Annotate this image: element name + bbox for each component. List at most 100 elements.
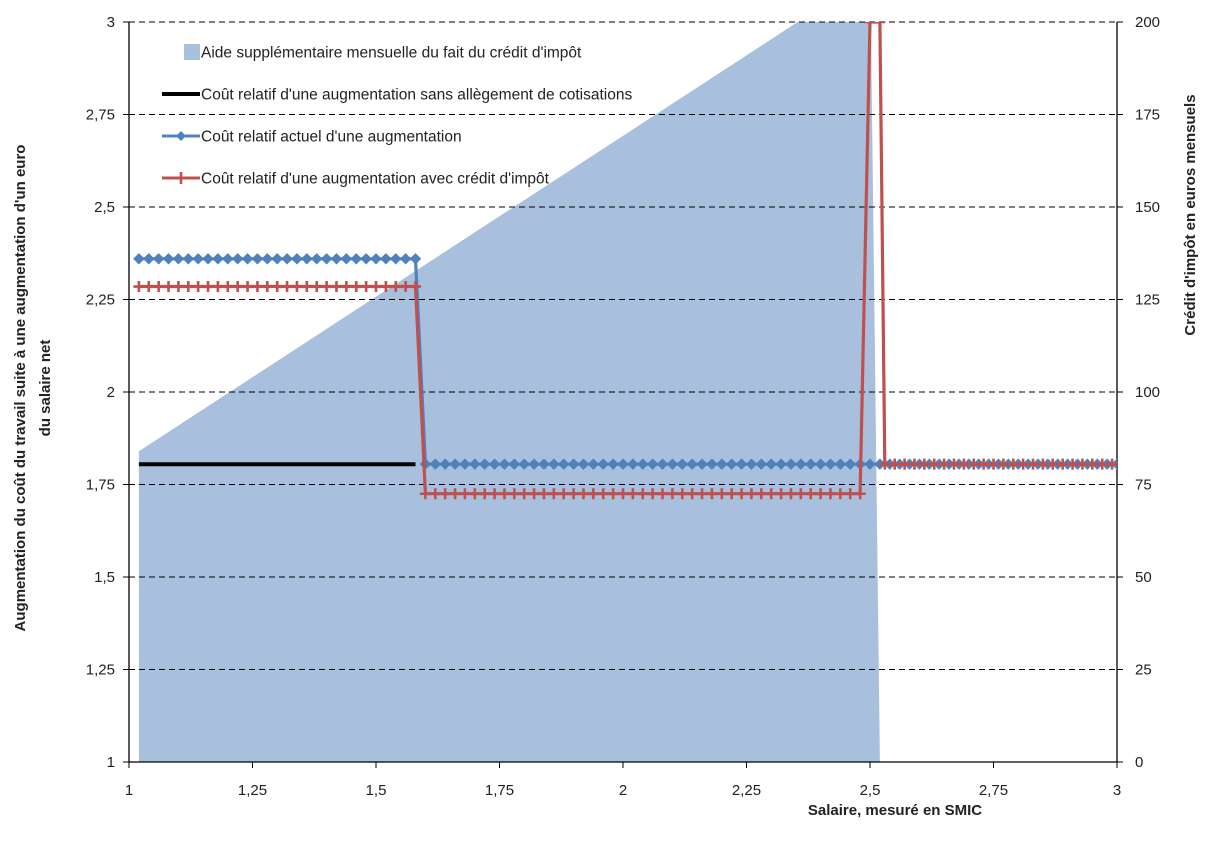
blue-point — [459, 458, 471, 470]
blue-point — [498, 458, 511, 470]
legend: Aide supplémentaire mensuelle du fait du… — [162, 44, 632, 188]
y-left-tick-label: 2 — [107, 384, 115, 401]
blue-point — [824, 458, 837, 470]
red-point — [163, 281, 175, 293]
red-point — [182, 281, 194, 293]
y-left-tick-label: 1,5 — [94, 569, 115, 586]
blue-point — [350, 253, 362, 265]
red-point — [854, 488, 866, 500]
blue-point — [646, 458, 659, 470]
line-series — [133, 22, 1117, 500]
blue-point — [765, 458, 777, 470]
blue-point — [449, 458, 461, 470]
red-point — [908, 458, 920, 470]
blue-point — [656, 458, 669, 470]
blue-point — [133, 253, 145, 265]
y-left-tick-label: 1 — [107, 754, 115, 771]
red-point — [617, 488, 629, 500]
blue-point — [637, 458, 649, 470]
red-point — [938, 458, 950, 470]
blue-point — [538, 458, 550, 470]
red-point — [153, 281, 165, 293]
blue-point — [222, 253, 234, 265]
blue-point — [706, 458, 718, 470]
blue-point — [577, 458, 590, 470]
blue-point — [785, 458, 797, 470]
blue-point — [301, 253, 313, 265]
red-point — [222, 281, 234, 293]
red-point — [864, 22, 876, 28]
red-point — [558, 488, 570, 500]
legend-item-red-line: Coût relatif d'une augmentation avec cré… — [162, 171, 550, 188]
red-point — [429, 488, 441, 500]
red-point — [657, 488, 669, 500]
red-point — [1017, 458, 1029, 470]
blue-point — [488, 458, 501, 470]
red-point — [706, 488, 718, 500]
red-point — [370, 281, 382, 293]
red-point — [918, 458, 930, 470]
y-left-tick-label: 3 — [107, 14, 115, 31]
y-left-tick-label: 2,25 — [86, 292, 115, 309]
y-right-axis-title: Crédit d'impôt en euros mensuels — [1182, 94, 1199, 335]
blue-point — [775, 458, 787, 470]
red-point — [627, 488, 639, 500]
red-point — [666, 488, 678, 500]
red-point — [172, 281, 184, 293]
red-point — [815, 488, 827, 500]
y-right-tick-label: 150 — [1135, 199, 1160, 216]
red-point — [997, 458, 1009, 470]
legend-item-area: Aide supplémentaire mensuelle du fait du… — [184, 44, 582, 62]
red-point — [192, 281, 204, 293]
red-point — [824, 488, 836, 500]
blue-point — [231, 253, 244, 265]
red-point — [844, 488, 856, 500]
red-point — [928, 458, 940, 470]
red-point — [548, 488, 560, 500]
blue-point — [370, 253, 382, 265]
y-right-tick-label: 25 — [1135, 662, 1152, 679]
blue-point — [735, 458, 748, 470]
blue-point — [399, 253, 412, 265]
blue-point — [202, 253, 214, 265]
red-point — [1086, 458, 1098, 470]
legend-item-blue-line: Coût relatif actuel d'une augmentation — [162, 129, 462, 146]
blue-point — [745, 458, 758, 470]
legend-label: Aide supplémentaire mensuelle du fait du… — [201, 45, 582, 62]
blue-point — [409, 253, 422, 265]
blue-point — [716, 458, 728, 470]
red-point — [1106, 458, 1117, 470]
red-point — [647, 488, 659, 500]
red-point — [469, 488, 481, 500]
red-point — [568, 488, 580, 500]
blue-point — [864, 458, 876, 470]
red-point — [212, 281, 224, 293]
blue-point — [814, 458, 827, 470]
blue-point — [340, 253, 353, 265]
red-point — [587, 488, 599, 500]
y-left-tick-label: 1,75 — [86, 477, 115, 494]
blue-point — [666, 458, 679, 470]
red-point — [291, 281, 303, 293]
blue-point — [597, 458, 609, 470]
blue-point — [755, 458, 768, 470]
red-point — [449, 488, 461, 500]
red-point — [899, 458, 911, 470]
red-point — [311, 281, 323, 293]
red-point — [834, 488, 846, 500]
y-right-tick-label: 50 — [1135, 569, 1152, 586]
blue-point — [330, 253, 343, 265]
red-point — [261, 281, 273, 293]
red-point — [726, 488, 738, 500]
y-left-tick-label: 1,25 — [86, 662, 115, 679]
red-point — [577, 488, 589, 500]
blue-point — [261, 253, 274, 265]
legend-label: Coût relatif actuel d'une augmentation — [201, 129, 462, 146]
red-point — [775, 488, 787, 500]
blue-point — [587, 458, 600, 470]
red-point — [958, 458, 970, 470]
blue-point — [508, 458, 521, 470]
red-point — [1067, 458, 1079, 470]
blue-point — [143, 253, 155, 265]
